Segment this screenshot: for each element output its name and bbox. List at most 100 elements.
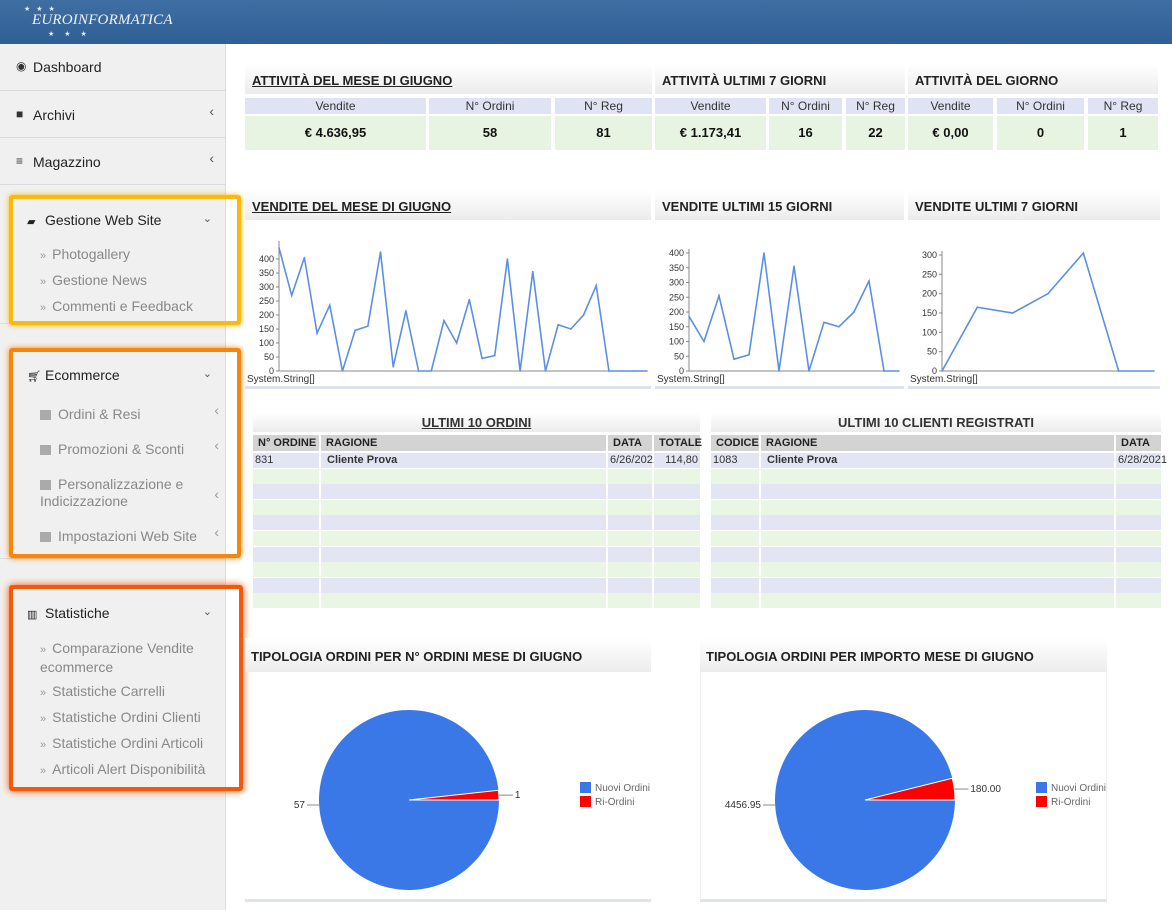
table-header: RAGIONE <box>761 435 1114 451</box>
table-cell <box>1116 499 1161 515</box>
table-cell <box>1116 577 1161 593</box>
chart-15d-title: VENDITE ULTIMI 15 GIORNI <box>655 190 904 220</box>
data-point <box>1117 370 1120 372</box>
sidebar-item-ecommerce[interactable]: 🛒︎ Ecommerce <box>27 367 120 383</box>
x-axis-label: System.String[] <box>910 374 978 385</box>
table-cell <box>1116 531 1161 546</box>
table-cell <box>711 468 759 484</box>
y-tick-label: 100 <box>669 337 684 347</box>
subitem-label: Photogallery <box>52 246 130 262</box>
sidebar-item-magazzino[interactable]: ≡ Magazzino ‹ <box>0 138 226 185</box>
top-bar: ★ ★ ★ EUROINFORMATICA ★ ★ ★ <box>0 0 1172 44</box>
data-point <box>354 329 356 332</box>
sidebar-subitem-commenti[interactable]: » Commenti e Feedback <box>40 298 193 317</box>
table-cell <box>321 577 606 593</box>
pie-label-ri: 180.00 <box>970 784 1001 795</box>
table-cell <box>253 499 319 515</box>
kpi-day-reg: 1 <box>1088 116 1158 150</box>
kpi-week-reg-label: N° Reg <box>846 98 905 114</box>
subitem-label: Impostazioni Web Site <box>58 528 198 544</box>
sidebar-subitem-impostazioni[interactable]: Impostazioni Web Site ‹ <box>40 524 219 545</box>
sidebar-item-statistiche[interactable]: ▥ Statistiche <box>27 605 110 621</box>
pie-label-nuovi: 4456.95 <box>725 800 762 811</box>
sidebar-subitem-promozioni[interactable]: Promozioni & Sconti ‹ <box>40 437 219 458</box>
data-point <box>620 370 623 372</box>
kpi-day-vendite-label: Vendite <box>908 98 993 114</box>
table-cell <box>761 562 1114 578</box>
kpi-day-ordini: 0 <box>997 116 1084 150</box>
data-point <box>941 370 943 372</box>
data-point <box>519 370 521 372</box>
kpi-month-vendite: € 4.636,95 <box>245 116 426 150</box>
sidebar-item-dashboard[interactable]: ◉ Dashboard <box>0 44 226 91</box>
table-cell <box>711 593 759 609</box>
data-point <box>328 304 331 306</box>
table-cell <box>1116 593 1161 609</box>
data-point <box>430 370 433 372</box>
cart-icon: 🛒︎ <box>27 371 41 383</box>
data-point <box>733 358 735 360</box>
kpi-month-reg-label: N° Reg <box>555 98 652 114</box>
table-cell <box>321 499 606 515</box>
company-logo[interactable]: ★ ★ ★ EUROINFORMATICA ★ ★ ★ <box>22 5 173 41</box>
sidebar-subitem-photogallery[interactable]: » Photogallery <box>40 246 130 265</box>
data-point <box>290 294 293 297</box>
sidebar-subitem-gestione-news[interactable]: » Gestione News <box>40 272 147 291</box>
sidebar-subitem-ordini-resi[interactable]: Ordini & Resi ‹ <box>40 402 219 423</box>
y-tick-label: 150 <box>922 308 937 318</box>
sidebar-subitem-ordini-articoli[interactable]: » Statistiche Ordini Articoli <box>40 735 203 754</box>
sidebar-group-ecommerce: 🛒︎ Ecommerce ⌄ Ordini & Resi ‹ Promozioni … <box>0 349 226 559</box>
data-point <box>1047 292 1049 295</box>
table-cell <box>711 515 759 531</box>
table-cell: 1083 <box>711 453 759 468</box>
kpi-month-ordini: 58 <box>429 116 551 150</box>
sidebar: ◉ Dashboard ■ Archivi ‹ ≡ Magazzino ‹ ▰ G… <box>0 44 226 910</box>
chevron-down-icon[interactable]: ⌄ <box>202 606 212 618</box>
kpi-week-vendite: € 1.173,41 <box>655 116 766 150</box>
group-title: Ecommerce <box>45 367 120 383</box>
double-chevron-right-icon: » <box>40 250 47 262</box>
table-header: CODICE <box>711 435 759 451</box>
chart-month-title: VENDITE DEL MESE DI GIUGNO <box>245 190 651 220</box>
table-cell <box>321 593 606 609</box>
data-point <box>557 324 559 326</box>
y-tick-label: 150 <box>669 322 684 332</box>
y-tick-label: 400 <box>669 248 684 258</box>
data-point <box>303 256 306 259</box>
data-point <box>793 265 795 268</box>
sidebar-subitem-alert[interactable]: » Articoli Alert Disponibilità <box>40 761 205 780</box>
subitem-label: Personalizzazione e Indicizzazione <box>40 476 184 509</box>
table-cell <box>253 531 319 546</box>
kpi-day-reg-label: N° Reg <box>1088 98 1158 114</box>
table-cell <box>711 499 759 515</box>
data-point <box>778 370 780 372</box>
orders-title: ULTIMI 10 ORDINI <box>253 412 700 432</box>
kpi-month-vendite-label: Vendite <box>245 98 426 114</box>
logo-stars-bottom: ★ ★ ★ <box>48 31 91 38</box>
sidebar-subitem-comparazione[interactable]: » Comparazione Vendite ecommerce <box>40 640 200 676</box>
sidebar-subitem-ordini-clienti[interactable]: » Statistiche Ordini Clienti <box>40 709 201 728</box>
chevron-left-icon: ‹ <box>214 437 219 453</box>
data-point <box>455 342 458 344</box>
table-header: TOTALE <box>654 435 702 451</box>
data-point <box>379 251 382 253</box>
chevron-left-icon: ‹ <box>214 524 219 540</box>
sidebar-item-gestione-web-site[interactable]: ▰ Gestione Web Site <box>27 212 161 228</box>
y-tick-label: 300 <box>922 250 937 260</box>
double-chevron-right-icon: » <box>40 644 47 656</box>
data-point <box>468 298 471 301</box>
chevron-down-icon[interactable]: ⌄ <box>202 368 212 380</box>
table-cell <box>253 562 319 578</box>
sidebar-item-archivi[interactable]: ■ Archivi ‹ <box>0 91 226 138</box>
data-point <box>748 353 750 356</box>
data-point <box>544 370 547 372</box>
line-chart-15d: 0 50 100 150 200 250 300 350 400 System.String[] <box>655 225 904 389</box>
sidebar-subitem-carrelli[interactable]: » Statistiche Carrelli <box>40 683 165 702</box>
chevron-down-icon[interactable]: ⌄ <box>202 213 212 225</box>
table-cell <box>1116 468 1161 484</box>
sidebar-subitem-personalizzazione[interactable]: Personalizzazione e Indicizzazione ‹ <box>40 476 219 510</box>
table-cell <box>321 531 606 546</box>
table-cell <box>321 515 606 531</box>
data-point <box>531 270 534 273</box>
pie-label-nuovi: 57 <box>294 800 306 811</box>
